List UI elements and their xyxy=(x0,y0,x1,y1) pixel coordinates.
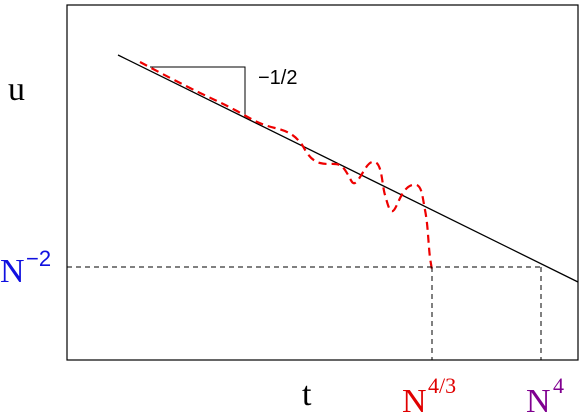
slope-triangle xyxy=(150,66,246,115)
marker-base: N xyxy=(402,383,427,417)
marker-n-minus-2: N −2 xyxy=(0,246,51,290)
marker-exponent: 4/3 xyxy=(428,373,456,398)
marker-exponent: −2 xyxy=(26,246,51,271)
marker-n-4: N 4 xyxy=(526,373,564,417)
marker-exponent: 4 xyxy=(553,373,564,398)
slope-label: −1/2 xyxy=(258,67,297,89)
frame xyxy=(66,4,579,361)
marker-n-4-3: N 4/3 xyxy=(402,373,456,417)
y-axis-label: u xyxy=(8,71,25,108)
simulation-curve xyxy=(139,61,434,271)
x-axis-label: t xyxy=(302,376,312,413)
marker-base: N xyxy=(0,253,25,290)
marker-base: N xyxy=(526,383,551,417)
power-law-line xyxy=(117,54,579,283)
